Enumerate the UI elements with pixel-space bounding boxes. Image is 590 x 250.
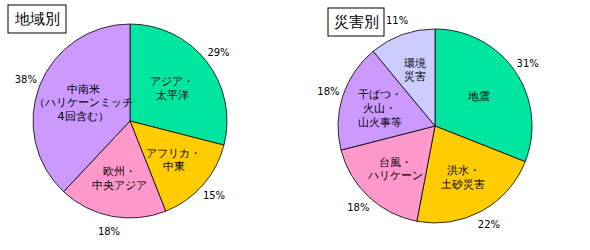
data-label-line: 15% <box>203 190 225 201</box>
slice-label: 環境災害 <box>404 57 426 84</box>
data-label-line: 38% <box>15 74 37 85</box>
slice-label: 干ばつ・火山・山火事等 <box>358 88 402 129</box>
pie-chart: アジア・太平洋 29% アフリカ・中東 15% 欧州・中央アジア 18% 中南米（ハリケーン… <box>15 24 230 237</box>
title-box <box>8 5 66 33</box>
title-box <box>328 8 384 36</box>
slice-label-line: 山火事等 <box>358 116 402 129</box>
slice-label: 中南米（ハリケーンミッチ4回含む） <box>34 83 133 124</box>
slice-label-line: 環境 <box>404 57 426 70</box>
chart-title-line: 地域別 <box>14 10 60 28</box>
slice-label-line: 中央アジア <box>92 179 147 192</box>
data-label-line: 18% <box>347 202 369 213</box>
data-label-line: 18% <box>98 226 120 237</box>
data-label-line: 22% <box>478 219 500 230</box>
data-label: 22% <box>478 219 500 230</box>
slice-label-line: 洪水・ <box>447 164 480 177</box>
data-label: 18% <box>98 226 120 237</box>
chart-title: 災害別 <box>334 13 379 31</box>
slice-label: 台風・ハリケーン <box>367 156 423 183</box>
data-label: 15% <box>203 190 225 201</box>
slice-label: 洪水・土砂災害 <box>441 164 485 191</box>
slice-label-line: 地震 <box>467 90 490 103</box>
slice-label-line: アジア・ <box>150 75 194 88</box>
slice-label-line: 太平洋 <box>156 89 189 102</box>
slice-label-line: 欧州・ <box>103 165 136 178</box>
slice-label-line: アフリカ・ <box>146 147 201 160</box>
data-label: 29% <box>207 47 229 58</box>
data-label: 18% <box>347 202 369 213</box>
pie-chart: 地震 31% 洪水・土砂災害 22% 台風・ハリケーン 18% 干ばつ・火山・山火事等 18%… <box>317 15 538 230</box>
chart-title-line: 災害別 <box>334 13 379 31</box>
slice-label-line: （ハリケーンミッチ <box>34 96 133 109</box>
data-label: 18% <box>317 86 339 97</box>
data-label-line: 18% <box>317 86 339 97</box>
chart-title: 地域別 <box>14 10 60 28</box>
slice-label-line: 4回含む） <box>58 110 109 123</box>
slice-label-line: 土砂災害 <box>441 178 485 191</box>
slice-label-line: 火山・ <box>363 102 396 115</box>
data-label: 38% <box>15 74 37 85</box>
slice-label: 地震 <box>467 90 490 103</box>
slice-label-line: 災害 <box>404 70 426 83</box>
data-label-line: 31% <box>517 58 539 69</box>
data-label: 31% <box>517 58 539 69</box>
slice-label-line: 中南米 <box>67 83 100 96</box>
slice-label: 欧州・中央アジア <box>92 165 147 192</box>
pie-slice <box>417 126 525 223</box>
data-label-line: 29% <box>207 47 229 58</box>
data-label-line: 11% <box>386 15 408 26</box>
slice-label-line: 中東 <box>163 160 185 173</box>
slice-label-line: 干ばつ・ <box>358 88 402 101</box>
chart-root: アジア・太平洋 29% アフリカ・中東 15% 欧州・中央アジア 18% 中南米（ハリケーン… <box>0 0 590 250</box>
slice-label-line: 台風・ <box>379 156 412 169</box>
slice-label: アフリカ・中東 <box>146 147 201 174</box>
slice-label: アジア・太平洋 <box>150 75 194 102</box>
data-label: 11% <box>386 15 408 26</box>
slice-label-line: ハリケーン <box>367 169 423 182</box>
